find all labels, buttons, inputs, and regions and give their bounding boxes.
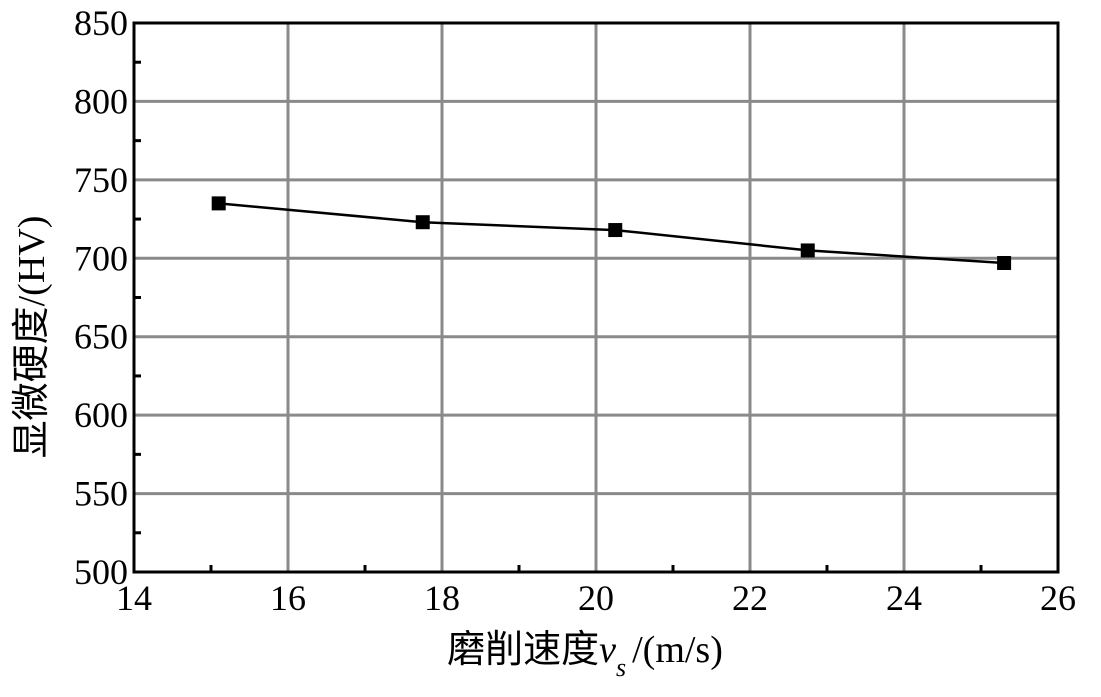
x-tick-label: 16 <box>270 578 306 618</box>
x-axis-label-main: 磨削速度 <box>447 629 599 671</box>
x-axis-label-subscript: s <box>616 653 626 682</box>
x-tick-label: 20 <box>578 578 614 618</box>
minor-ticks <box>134 60 983 572</box>
y-tick-label: 600 <box>74 395 128 435</box>
x-tick-label: 14 <box>116 578 152 618</box>
data-point-marker <box>997 255 1012 270</box>
x-tick-label: 22 <box>732 578 768 618</box>
y-tick-label: 800 <box>74 81 128 121</box>
data-point-marker <box>608 223 623 238</box>
y-tick-labels: 500 550 600 650 700 750 800 850 <box>74 3 128 592</box>
x-tick-labels: 14 16 18 20 22 24 26 <box>116 578 1076 618</box>
grid-lines <box>134 23 1058 572</box>
x-axis-label-symbol: v <box>599 629 616 671</box>
y-tick-label: 750 <box>74 160 128 200</box>
y-axis-label: 显微硬度/(HV) <box>11 216 53 459</box>
y-tick-label: 500 <box>74 552 128 592</box>
x-tick-label: 24 <box>886 578 922 618</box>
x-axis-label-unit: /(m/s) <box>632 629 723 671</box>
y-tick-label: 700 <box>74 238 128 278</box>
y-tick-label: 850 <box>74 3 128 43</box>
x-tick-label: 26 <box>1040 578 1076 618</box>
y-tick-label: 550 <box>74 474 128 514</box>
x-tick-label: 18 <box>424 578 460 618</box>
data-point-marker <box>800 243 815 258</box>
series-markers <box>211 196 1012 270</box>
y-tick-label: 650 <box>74 317 128 357</box>
data-point-marker <box>415 215 430 230</box>
data-point-marker <box>211 196 226 211</box>
x-axis-label: 磨削速度vs/(m/s) <box>447 629 723 682</box>
